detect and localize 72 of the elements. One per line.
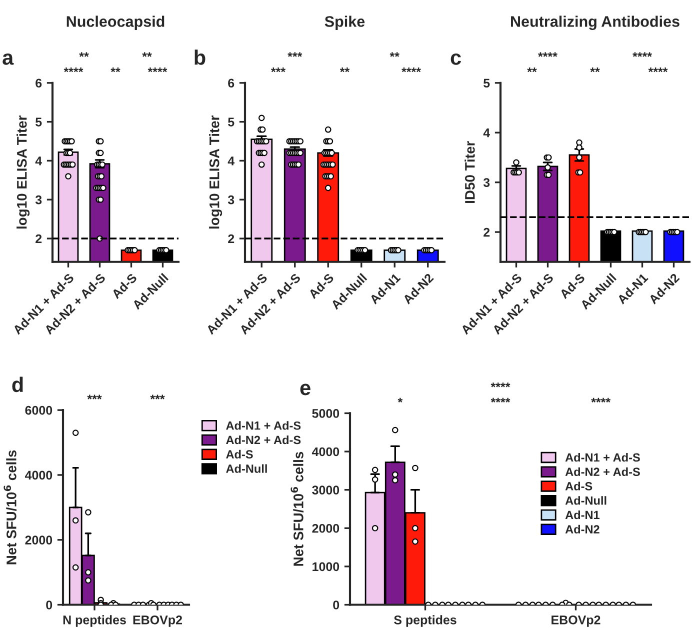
y-tick-label: 2000 — [25, 536, 52, 545]
legend-label: Ad-N2 — [565, 524, 600, 534]
y-tick-label: 5 — [36, 118, 42, 126]
text: **** — [538, 52, 558, 57]
text: ** — [110, 68, 120, 72]
y-tick-label: 3 — [35, 195, 42, 204]
legend-label: Ad-N1 — [565, 510, 600, 520]
text: *** — [150, 394, 165, 400]
legend-label: Ad-Null — [565, 496, 606, 505]
chart-title: Nucleocapsid — [66, 16, 164, 30]
chart-subtitle: c — [450, 53, 461, 65]
text: **** — [148, 68, 168, 72]
x-tick-label: N peptides — [63, 615, 126, 627]
text: **** — [402, 68, 421, 72]
y-tick-label: 2 — [484, 228, 490, 237]
y-axis-title: Net SFU/10$^{6}$ cells — [4, 450, 17, 564]
text: **** — [591, 398, 611, 403]
text: **** — [64, 68, 84, 72]
legend-label: Ad-N1 + Ad-S — [226, 421, 301, 430]
y-tick-label: 6000 — [25, 406, 52, 415]
text: ** — [527, 68, 537, 72]
y-tick-label: 2 — [228, 234, 234, 244]
y-axis-title: log10 ELISA Titer — [16, 115, 30, 229]
y-axis-title: ID50 Titer — [464, 141, 475, 203]
y-tick-label: 4000 — [24, 470, 52, 480]
chart-title: Spike — [324, 16, 365, 30]
y-axis-title: log10 ELISA Titer — [209, 115, 222, 229]
y-tick-label: 4 — [483, 128, 490, 138]
text: ** — [590, 68, 600, 72]
y-tick-label: 2 — [36, 234, 42, 244]
y-tick-label: 6 — [36, 78, 42, 88]
y-tick-label: 3000 — [312, 486, 340, 495]
chart-subtitle: d — [12, 376, 23, 392]
y-tick-label: 4 — [35, 156, 42, 166]
chart-subtitle: a — [2, 53, 14, 65]
x-tick-label: EBOVp2 — [133, 616, 182, 627]
text: ** — [79, 52, 89, 57]
text: * — [398, 398, 403, 403]
y-axis-title: Net SFU/10$^{6}$ cells — [290, 452, 304, 566]
chart-title: Neutralizing Antibodies — [511, 16, 680, 30]
y-tick-label: 0 — [46, 600, 52, 610]
y-tick-label: 3 — [228, 195, 234, 204]
legend-label: Ad-N2 + Ad-S — [226, 436, 301, 444]
y-tick-label: 2000 — [312, 524, 340, 533]
text: **** — [490, 398, 510, 403]
y-tick-label: 1000 — [312, 562, 340, 572]
y-tick-label: 3 — [483, 178, 490, 187]
text: **** — [632, 52, 652, 57]
y-tick-label: 4000 — [312, 447, 340, 456]
text: **** — [490, 382, 510, 388]
x-tick-label: EBOVp2 — [552, 616, 600, 627]
text: **** — [648, 68, 668, 72]
legend-label: Ad-N1 + Ad-S — [565, 452, 640, 462]
text: *** — [270, 68, 286, 72]
legend-label: Ad-S — [565, 482, 592, 490]
y-tick-label: 6 — [228, 78, 234, 88]
text: ** — [390, 52, 400, 57]
y-tick-label: 0 — [333, 600, 340, 610]
y-tick-label: 5 — [228, 118, 234, 126]
text: ** — [340, 68, 350, 72]
x-tick-label: S peptides — [394, 615, 456, 627]
text: ** — [142, 52, 152, 57]
chart-subtitle: e — [300, 384, 310, 396]
y-tick-label: 4 — [228, 156, 235, 166]
legend-label: Ad-N2 + Ad-S — [565, 467, 640, 476]
text: *** — [288, 52, 302, 57]
chart-subtitle: b — [194, 50, 206, 65]
legend-label: Ad-Null — [226, 464, 267, 473]
y-tick-label: 5 — [484, 78, 490, 88]
legend-label: Ad-S — [226, 450, 253, 459]
text: *** — [87, 394, 102, 400]
y-tick-label: 5000 — [312, 409, 340, 418]
